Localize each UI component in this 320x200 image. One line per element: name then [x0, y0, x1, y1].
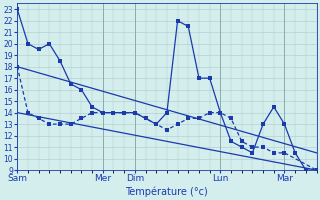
- X-axis label: Température (°c): Température (°c): [125, 186, 208, 197]
